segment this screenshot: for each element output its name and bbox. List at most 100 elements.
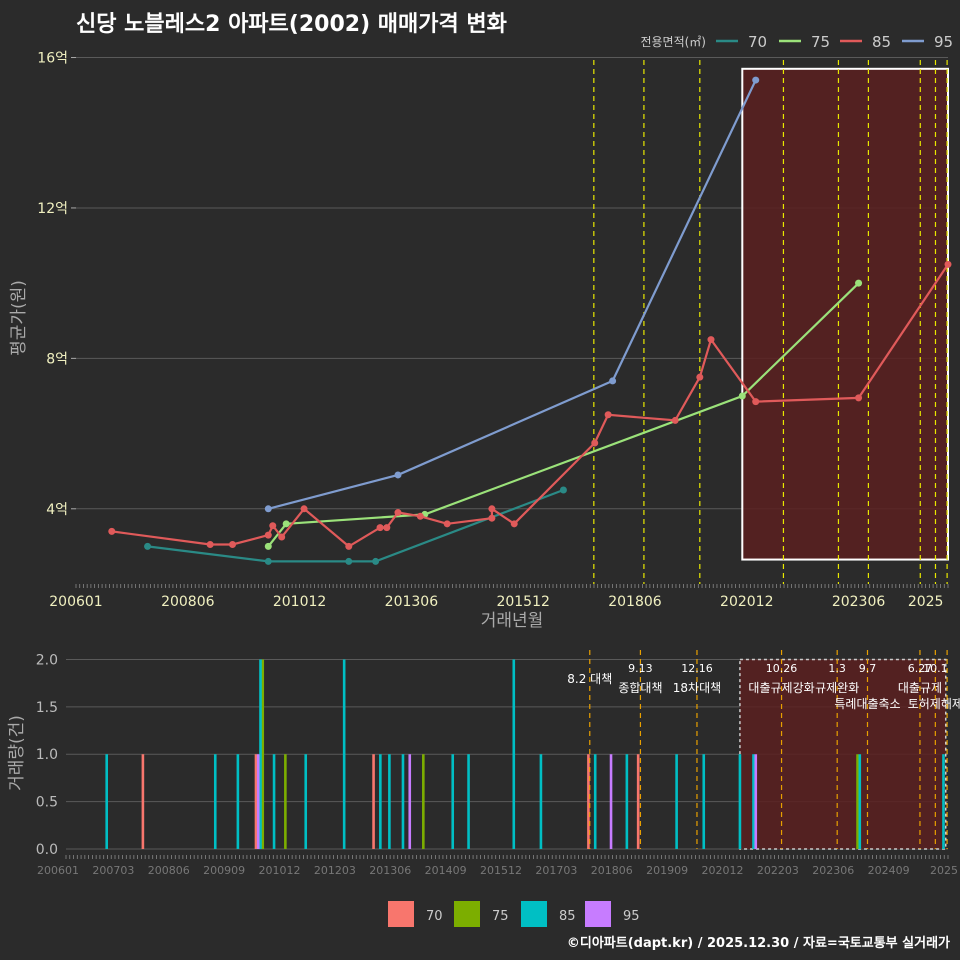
policy-label: 8.2 대책 [567,671,612,686]
data-point-85 [108,527,116,535]
policy-label: 특례대출축소 [834,697,900,711]
y-tick-label: 4억 [46,502,68,518]
data-point-85 [591,439,599,447]
volume-bar-95 [408,754,412,849]
x-tick-label: 2025 [908,594,944,610]
volume-bar-70 [587,754,590,849]
volume-bar-75 [261,659,265,849]
data-point-85 [394,509,402,517]
credit-text: ©디아파트(dapt.kr) / 2025.12.30 / 자료=국토교통부 실… [566,936,950,951]
legend-swatch [585,901,611,927]
chart-title: 신당 노블레스2 아파트(2002) 매매가격 변화 [76,12,507,37]
data-point-95 [752,76,760,84]
data-point-70 [372,557,380,565]
legend-swatch [521,901,547,927]
x-tick-label: 201012 [259,864,301,877]
x-tick-label: 201806 [608,594,662,610]
volume-bar-95 [754,754,758,849]
x-tick-label: 201012 [273,594,326,610]
y-tick-label: 0.5 [36,795,58,811]
volume-bar-85 [105,754,109,849]
policy-date-label: 1.3 [828,662,846,675]
x-tick-label: 2025 [930,864,958,877]
data-point-95 [394,471,402,479]
legend-label: 85 [559,909,576,924]
volume-bar-85 [342,659,346,849]
series-line-95 [268,79,757,510]
volume-bar-95 [256,754,260,849]
volume-bar-70 [372,754,375,849]
x-tick-label: 201512 [496,594,549,610]
volume-bar-85 [675,754,678,849]
highlight-region [739,658,947,850]
policy-label: 대출규제 [898,681,942,695]
x-tick-label: 201306 [385,594,439,610]
x-tick-label: 202409 [868,864,910,877]
policy-label: 대출규제강화 [748,681,814,695]
volume-bar-70 [254,754,258,849]
data-point-70 [345,557,353,565]
volume-bar-85 [451,754,455,849]
data-point-85 [229,541,237,549]
y-axis-title: 평균가(원) [9,280,29,356]
y-tick-label: 1.0 [36,747,58,763]
policy-date-label: 12.16 [681,662,713,675]
data-point-85 [696,373,704,381]
volume-bar-95 [609,754,613,849]
legend-swatch [454,901,480,927]
x-tick-label: 201806 [591,864,633,877]
legend-label: 85 [872,33,891,51]
x-tick-label: 201203 [314,864,356,877]
x-tick-label: 201512 [480,864,522,877]
x-tick-label: 202306 [812,864,854,877]
policy-label: 18차대책 [673,680,721,695]
data-point-85 [300,505,308,513]
data-point-85 [488,505,496,513]
volume-bar-75 [856,754,859,849]
volume-bar-85 [467,754,470,849]
volume-bar-85 [593,754,597,849]
data-point-75 [855,279,863,287]
data-point-85 [345,542,353,550]
data-point-70 [144,542,152,550]
data-point-95 [609,377,617,385]
volume-bar-85 [213,754,217,849]
price-line-chart: 4억 8억 12억 16억 200601 200806 201012 201306 201512… [9,33,953,631]
volume-bar-85 [379,754,382,849]
volume-bar-85 [304,754,308,849]
policy-date-label: 6.27 [908,662,933,675]
data-point-85 [206,541,214,549]
policy-label: 규제완화 [815,681,859,695]
x-tick-label: 200806 [148,864,190,877]
policy-label: 종합대책 [618,680,662,695]
policy-date-label: 9.13 [628,662,653,675]
x-tick-label: 200703 [92,864,134,877]
data-point-75 [738,392,746,400]
data-point-75 [282,520,290,528]
legend-swatch [388,901,414,927]
x-tick-label: 201306 [369,864,411,877]
data-point-95 [264,505,272,513]
volume-bar-85 [942,754,945,849]
x-tick-label: 200909 [203,864,245,877]
volume-bar-70 [141,754,145,849]
legend-label: 75 [492,909,509,924]
x-tick-label: 201909 [646,864,688,877]
volume-bar-75 [284,754,287,849]
volume-bar-85 [401,754,405,849]
x-axis-title: 거래년월 [481,611,544,631]
legend-label: 70 [748,33,767,51]
data-point-85 [944,260,952,268]
x-tick-label: 201703 [535,864,577,877]
volume-bar-85 [752,754,755,849]
legend-label: 95 [934,33,953,51]
data-point-85 [707,336,715,344]
volume-bar-85 [272,754,276,849]
x-tick-label: 200601 [49,594,102,610]
legend-label: 95 [623,909,640,924]
volume-bar-85 [858,754,862,849]
x-tick-label: 202306 [832,594,886,610]
x-tick-label: 202203 [757,864,799,877]
data-point-70 [559,486,567,494]
